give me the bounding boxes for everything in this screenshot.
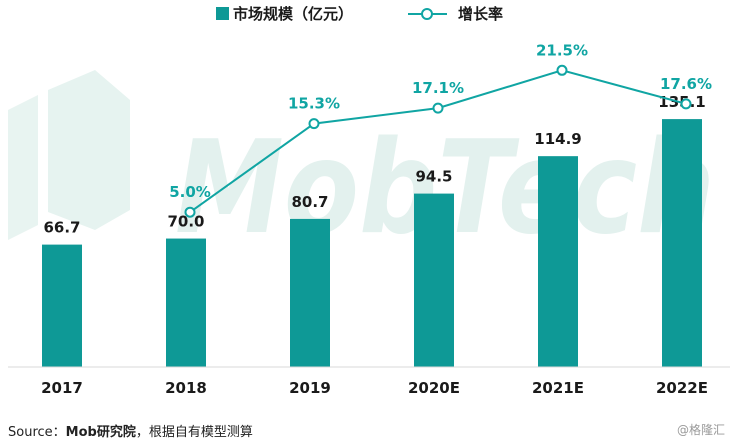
- x-tick-label-2022E: 2022E: [656, 379, 708, 397]
- x-tick-label-2018: 2018: [165, 379, 207, 397]
- source-prefix: Source：: [8, 425, 66, 440]
- growth-rate-labels: 5.0% 15.3% 17.1% 21.5% 17.6%: [169, 41, 712, 201]
- bar-value-label-2018: 70.0: [167, 213, 204, 231]
- growth-point-2022E: [680, 98, 692, 110]
- watermark: MobTech: [8, 70, 715, 263]
- bar-value-label-2021E: 114.9: [534, 130, 581, 148]
- bar-2017: [42, 244, 82, 367]
- x-axis-ticks: 2017 2018 2019 2020E 2021E 2022E: [41, 379, 708, 397]
- legend: 市场规模（亿元） 增长率: [216, 5, 503, 23]
- bar-value-label-2019: 80.7: [291, 193, 328, 211]
- source-note: Source：Mob研究院，根据自有模型测算: [8, 421, 253, 440]
- bar-2020E: [414, 193, 454, 367]
- x-tick-label-2017: 2017: [41, 379, 83, 397]
- x-tick-label-2021E: 2021E: [532, 379, 584, 397]
- growth-line-series: [184, 64, 692, 218]
- growth-point-2018: [184, 206, 196, 218]
- growth-point-2019: [308, 118, 320, 130]
- growth-rate-label-2019: 15.3%: [288, 95, 340, 113]
- legend-line-label: 增长率: [458, 5, 503, 23]
- watermark-logo-left: [8, 95, 38, 240]
- bar-value-label-2017: 66.7: [43, 219, 80, 237]
- bar-2021E: [538, 156, 578, 367]
- legend-bar-label: 市场规模（亿元）: [233, 5, 353, 23]
- growth-point-2021E: [556, 64, 568, 76]
- legend-bar-swatch: [216, 7, 229, 20]
- growth-point-2020E: [432, 102, 444, 114]
- legend-line-marker: [421, 8, 433, 20]
- growth-rate-label-2021E: 21.5%: [536, 41, 588, 59]
- bar-2019: [290, 218, 330, 367]
- growth-rate-label-2022E: 17.6%: [660, 75, 712, 93]
- growth-rate-label-2020E: 17.1%: [412, 79, 464, 97]
- bar-series: [42, 119, 702, 368]
- bar-2022E: [662, 119, 702, 368]
- credit-watermark: @格隆汇: [677, 423, 726, 437]
- source-suffix: ，根据自有模型测算: [135, 425, 253, 440]
- x-tick-label-2019: 2019: [289, 379, 331, 397]
- watermark-logo-right: [48, 70, 130, 230]
- bar-2018: [166, 238, 206, 367]
- x-tick-label-2020E: 2020E: [408, 379, 460, 397]
- growth-rate-label-2018: 5.0%: [169, 183, 211, 201]
- source-org: Mob研究院: [65, 425, 136, 440]
- bar-value-label-2020E: 94.5: [415, 168, 452, 186]
